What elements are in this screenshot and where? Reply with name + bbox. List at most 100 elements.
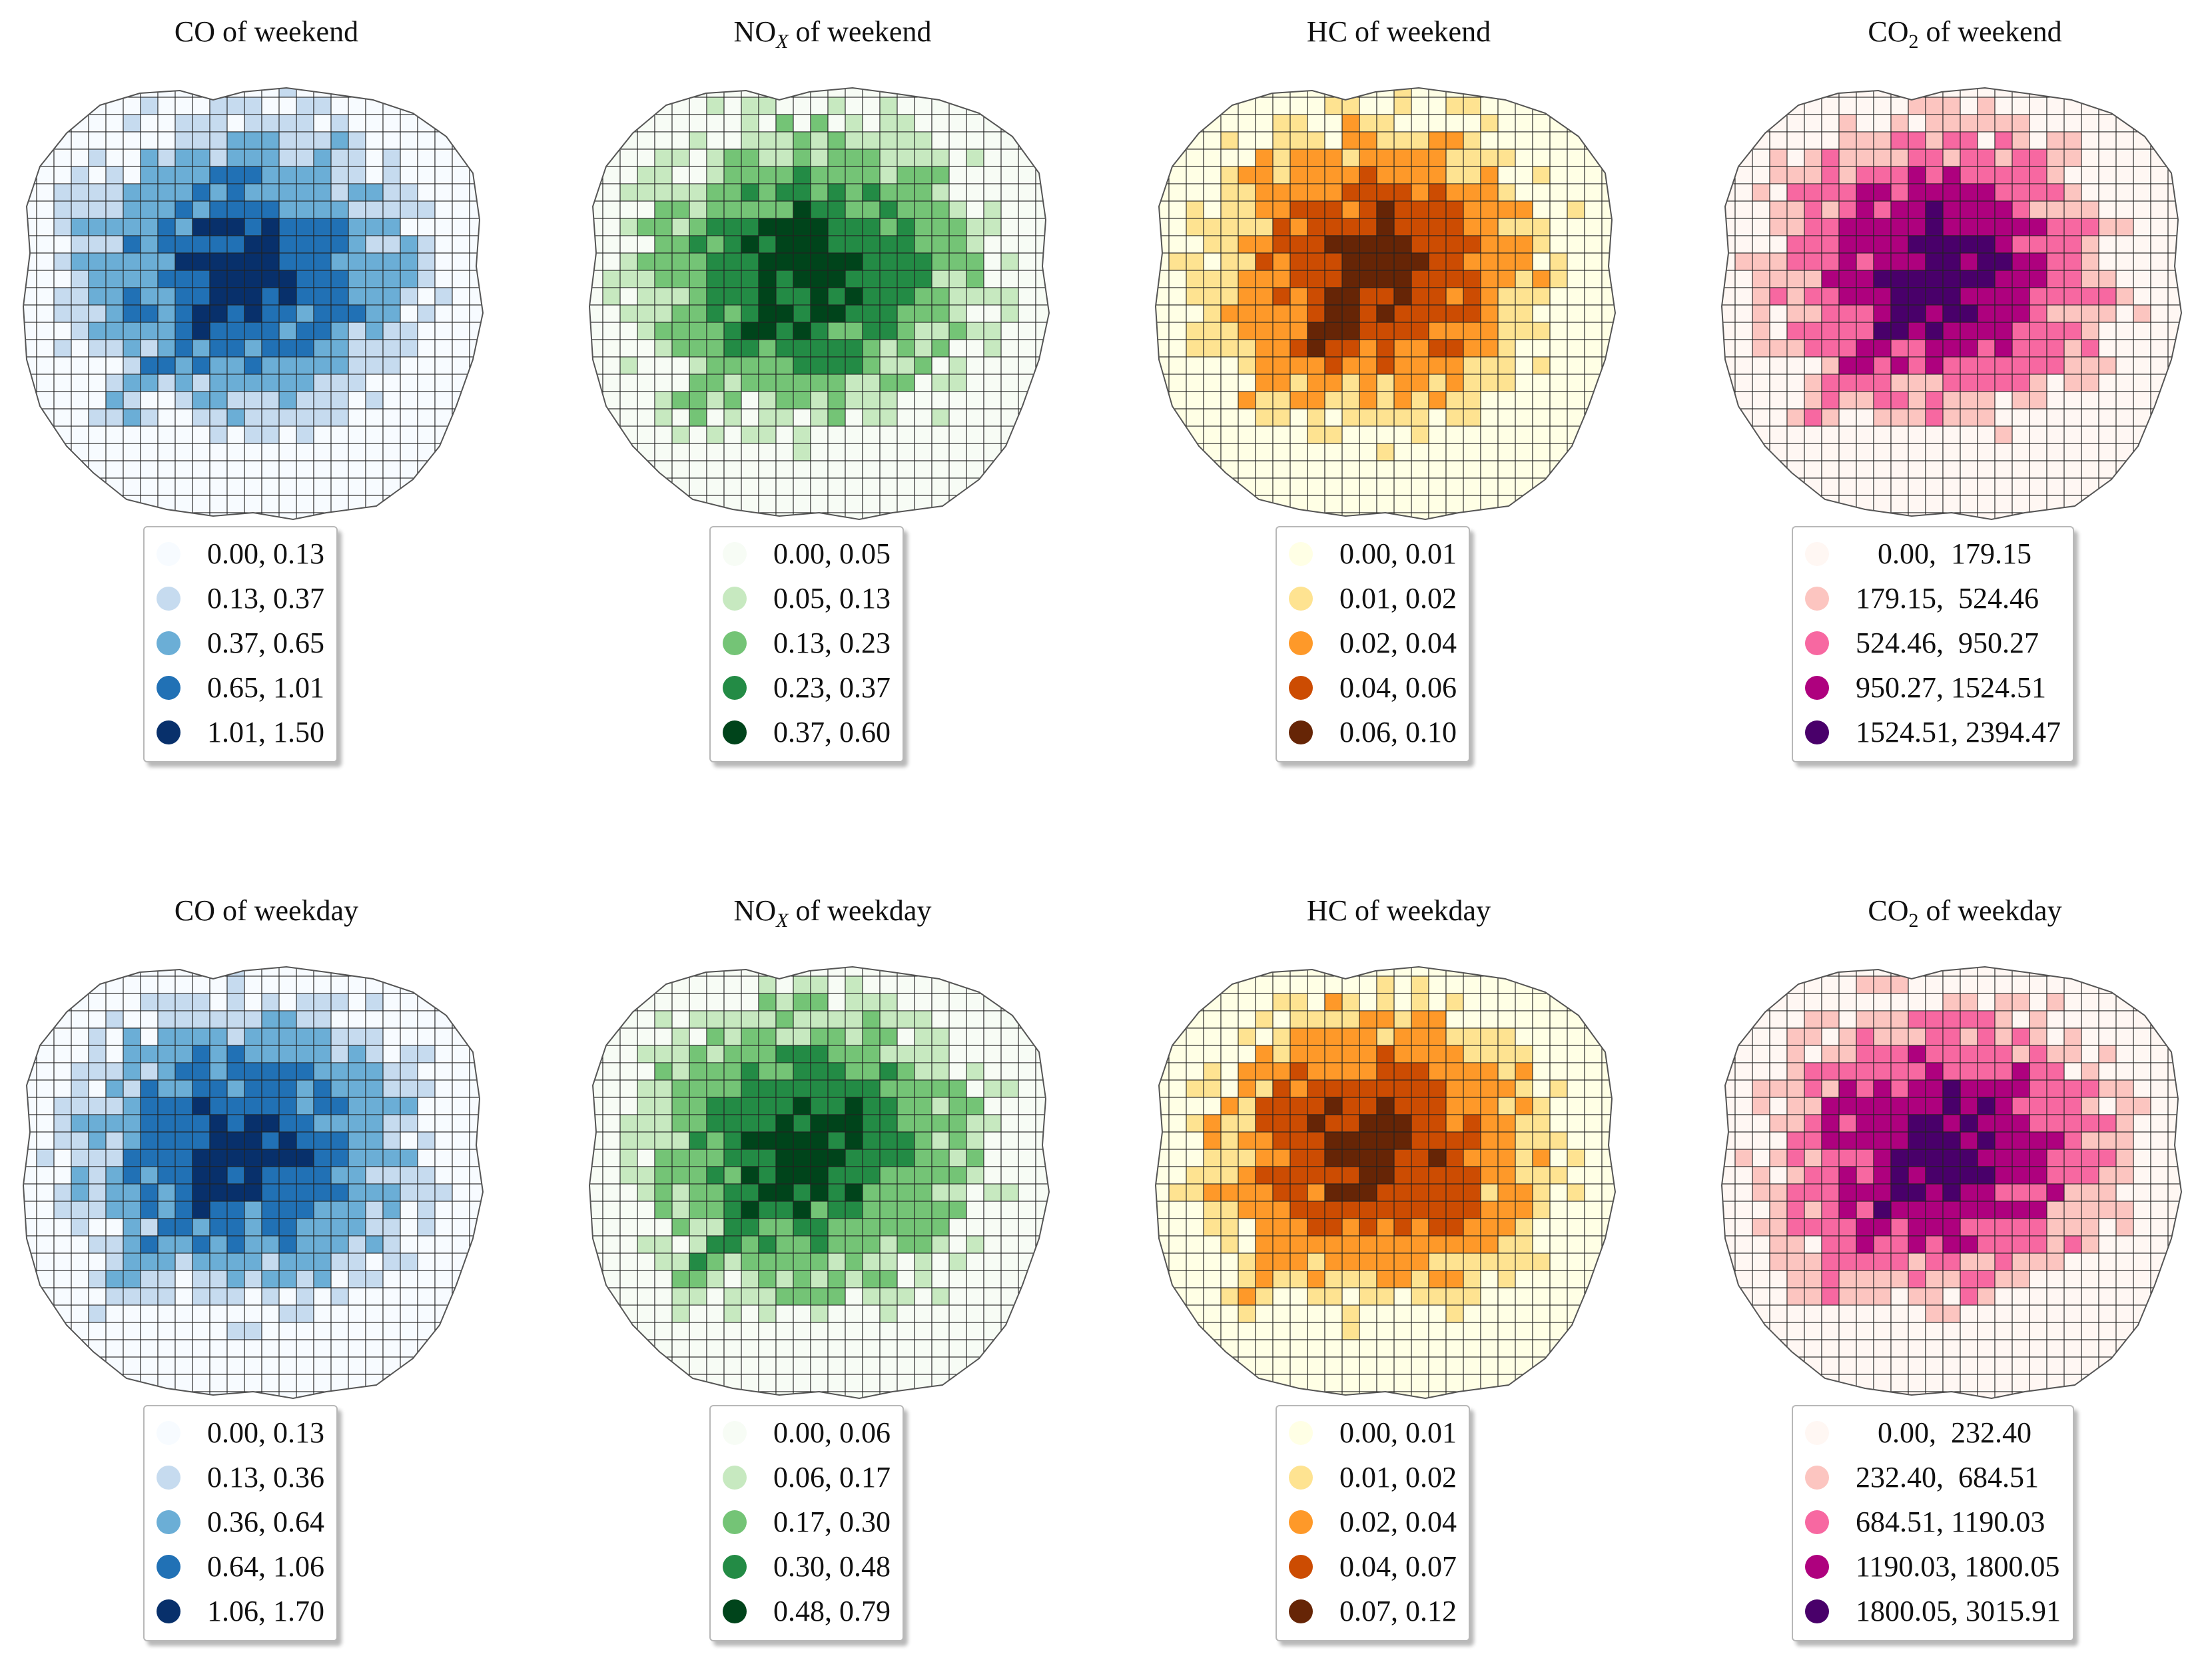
grid-cell — [1000, 287, 1019, 306]
grid-cell — [758, 1010, 777, 1029]
grid-cell — [2029, 252, 2047, 271]
grid-cell — [862, 1114, 881, 1133]
grid-cell — [1203, 1062, 1222, 1081]
grid-cell — [1908, 993, 1926, 1011]
grid-cell — [382, 1166, 401, 1185]
grid-cell — [1393, 1166, 1412, 1185]
grid-cell — [1393, 495, 1412, 513]
grid-cell — [71, 408, 89, 427]
grid-cell — [1873, 1010, 1892, 1029]
grid-cell — [313, 356, 332, 375]
grid-cell — [1238, 1166, 1256, 1185]
grid-cell — [1220, 235, 1239, 254]
grid-cell — [2046, 1079, 2065, 1098]
grid-cell — [1584, 1183, 1603, 1202]
grid-cell — [1722, 1183, 1736, 1202]
grid-cell — [296, 356, 314, 375]
grid-cell — [296, 1270, 314, 1288]
grid-cell — [1376, 356, 1395, 375]
legend-entry: 0.04, 0.07 — [1289, 1544, 1457, 1589]
grid-cell — [689, 1235, 707, 1254]
grid-cell — [1584, 1218, 1603, 1237]
grid-cell — [209, 1097, 228, 1115]
grid-cell — [1908, 1097, 1926, 1115]
grid-cell — [348, 1201, 366, 1219]
grid-cell — [278, 235, 297, 254]
grid-cell — [1000, 1287, 1019, 1306]
grid-cell — [879, 97, 898, 115]
grid-cell — [1804, 270, 1822, 288]
grid-cell — [654, 1131, 673, 1150]
grid-cell — [1018, 200, 1036, 219]
grid-cell — [1445, 166, 1464, 184]
grid-cell — [434, 304, 453, 323]
grid-cell — [209, 1027, 228, 1046]
grid-cell — [1445, 1062, 1464, 1081]
grid-cell — [365, 252, 384, 271]
grid-cell — [382, 1253, 401, 1271]
grid-cell — [1411, 114, 1429, 133]
grid-cell — [1376, 1149, 1395, 1167]
grid-cell — [1856, 166, 1874, 184]
grid-cell — [1873, 460, 1892, 479]
grid-cell — [1359, 252, 1377, 271]
grid-cell — [1428, 1374, 1447, 1392]
grid-cell — [2063, 287, 2082, 306]
grid-cell — [1908, 1270, 1926, 1288]
grid-cell — [348, 356, 366, 375]
grid-cell — [845, 1079, 863, 1098]
grid-cell — [1942, 200, 1961, 219]
grid-cell — [1873, 200, 1892, 219]
grid-cell — [1601, 356, 1615, 375]
grid-cell — [966, 1322, 984, 1340]
grid-cell — [1734, 1201, 1753, 1219]
grid-cell — [845, 339, 863, 358]
grid-cell — [365, 1062, 384, 1081]
grid-cell — [140, 218, 159, 236]
grid-cell — [382, 1218, 401, 1237]
grid-cell — [261, 235, 280, 254]
grid-cell — [1203, 1131, 1222, 1150]
grid-cell — [671, 1045, 690, 1063]
grid-cell — [1445, 1322, 1464, 1340]
grid-cell — [966, 1149, 984, 1167]
grid-cell — [1463, 339, 1481, 358]
grid-cell — [140, 1183, 159, 1202]
grid-cell — [637, 1045, 655, 1063]
grid-cell — [2046, 166, 2065, 184]
grid-cell — [1601, 166, 1615, 184]
grid-cell — [348, 270, 366, 288]
grid-cell — [827, 408, 846, 427]
grid-cell — [862, 443, 881, 461]
grid-cell — [879, 356, 898, 375]
grid-cell — [417, 1270, 436, 1288]
grid-cell — [1960, 287, 1978, 306]
grid-cell — [1186, 1097, 1204, 1115]
grid-cell — [1601, 287, 1615, 306]
grid-cell — [1890, 1201, 1909, 1219]
grid-cell — [619, 356, 638, 375]
grid-cell — [1752, 114, 1770, 133]
grid-cell — [1890, 218, 1909, 236]
grid-cell — [1549, 425, 1568, 444]
grid-cell — [330, 1010, 349, 1029]
grid-cell — [1341, 270, 1360, 288]
grid-cell — [365, 495, 384, 513]
grid-cell — [1497, 408, 1516, 427]
grid-cell — [469, 304, 483, 323]
grid-cell — [105, 1270, 124, 1288]
grid-cell — [1908, 1201, 1926, 1219]
grid-cell — [330, 1062, 349, 1081]
grid-cell — [897, 322, 915, 340]
grid-cell — [1480, 408, 1499, 427]
grid-cell — [2150, 339, 2169, 358]
grid-cell — [2081, 477, 2099, 496]
grid-cell — [1567, 1201, 1585, 1219]
grid-cell — [1376, 1201, 1395, 1219]
grid-cell — [1786, 287, 1805, 306]
grid-cell — [2167, 287, 2181, 306]
map-title-main: CO — [1868, 15, 1909, 48]
grid-cell — [434, 1270, 453, 1288]
grid-cell — [1804, 1079, 1822, 1098]
grid-cell — [1480, 391, 1499, 410]
